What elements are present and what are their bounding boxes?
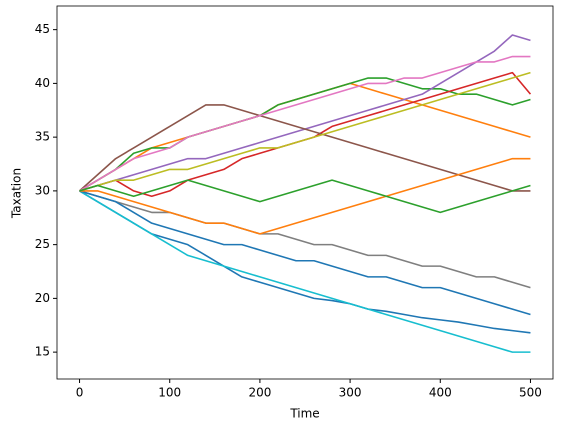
x-tick-label: 300 xyxy=(339,386,362,400)
x-axis-label: Time xyxy=(289,407,319,421)
series-line xyxy=(79,190,531,316)
y-tick-label: 40 xyxy=(35,76,50,90)
x-tick-label: 400 xyxy=(429,386,452,400)
series-line xyxy=(79,71,531,192)
y-tick-label: 30 xyxy=(35,183,50,197)
y-tick-label: 25 xyxy=(35,237,50,251)
y-tick-label: 35 xyxy=(35,130,50,144)
series-line xyxy=(79,190,531,289)
series-line xyxy=(79,77,531,192)
series-line xyxy=(79,157,531,235)
x-tick-label: 500 xyxy=(519,386,542,400)
series-line xyxy=(79,190,531,353)
series-line xyxy=(79,34,531,192)
y-tick-label: 45 xyxy=(35,22,50,36)
series-line xyxy=(79,71,532,198)
series-line xyxy=(79,55,531,192)
series-line xyxy=(79,179,531,214)
y-axis-label: Taxation xyxy=(10,168,24,219)
x-tick-label: 0 xyxy=(76,386,84,400)
series-line xyxy=(79,104,531,192)
x-tick-label: 100 xyxy=(158,386,181,400)
x-tick-label: 200 xyxy=(248,386,271,400)
series-line xyxy=(79,82,531,192)
series-line xyxy=(79,190,531,334)
y-tick-label: 20 xyxy=(35,291,50,305)
plot-frame xyxy=(56,5,554,380)
y-tick-label: 15 xyxy=(35,345,50,359)
